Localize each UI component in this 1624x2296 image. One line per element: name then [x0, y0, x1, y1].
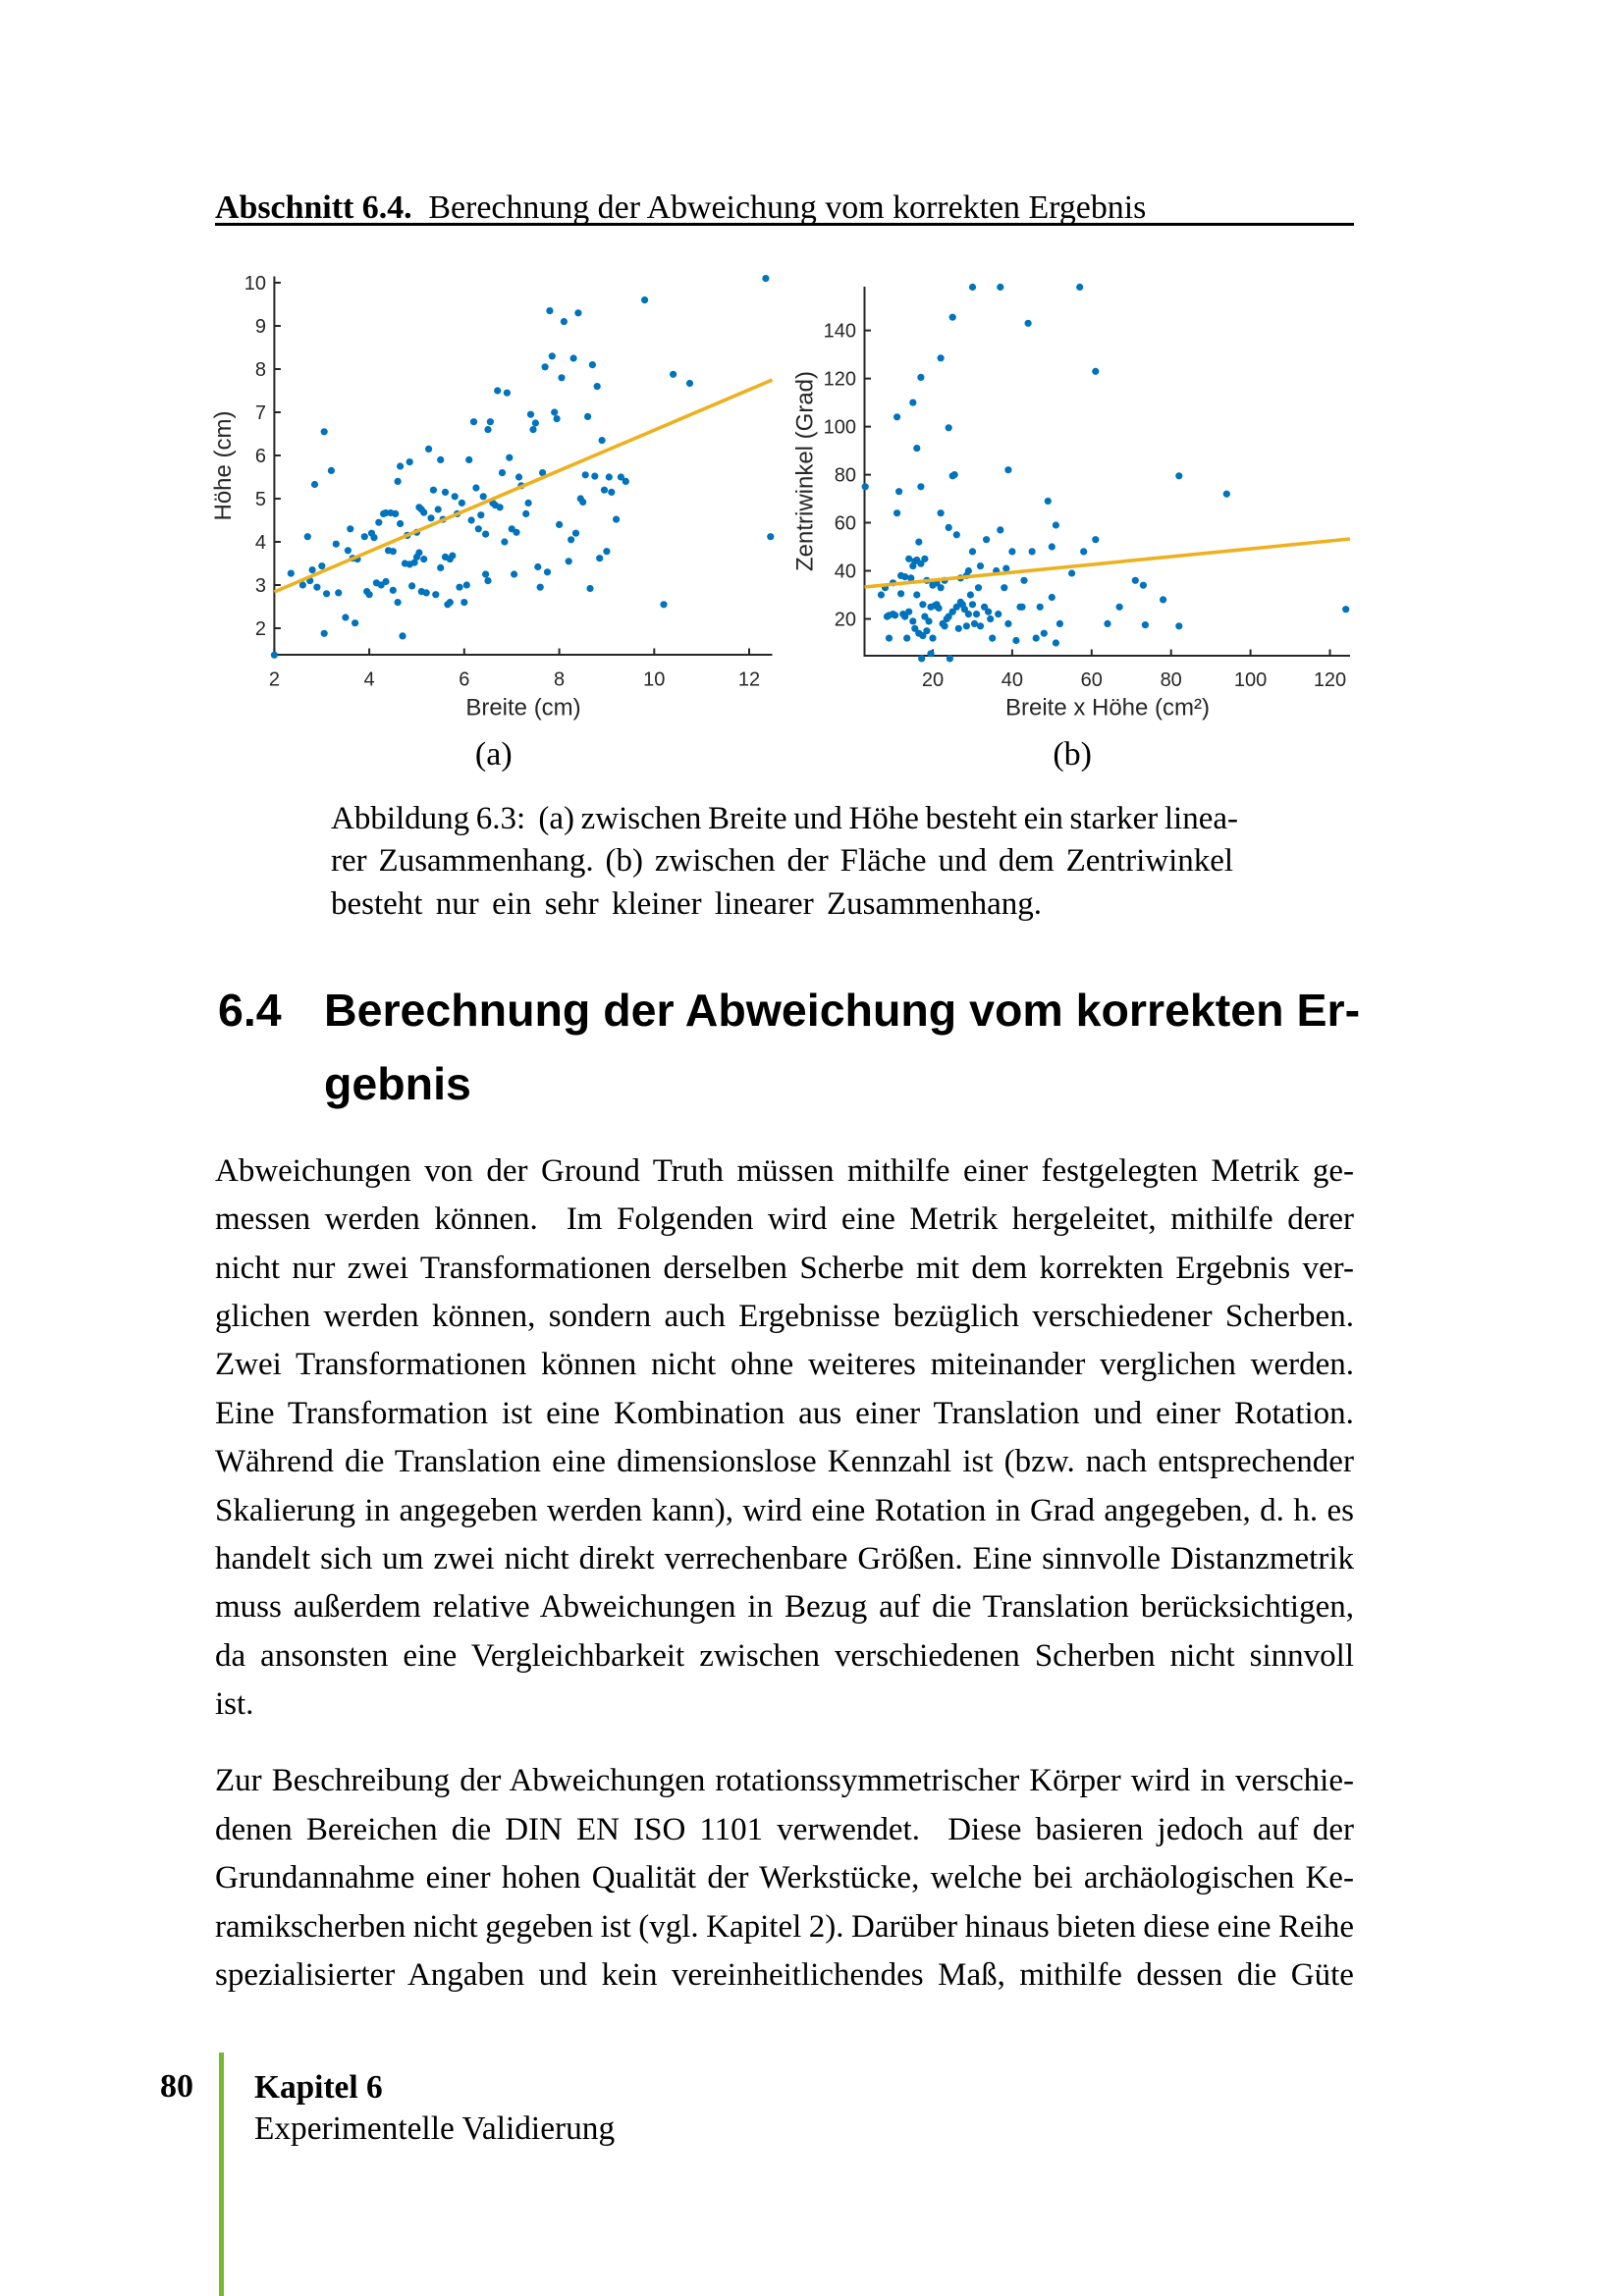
svg-text:2: 2 — [269, 669, 280, 691]
svg-text:120: 120 — [1314, 669, 1346, 691]
svg-text:9: 9 — [255, 316, 266, 338]
svg-text:10: 10 — [643, 669, 665, 691]
svg-text:5: 5 — [255, 489, 266, 510]
svg-text:6: 6 — [459, 669, 469, 691]
svg-text:100: 100 — [824, 417, 856, 439]
svg-text:2: 2 — [255, 618, 266, 640]
svg-text:4: 4 — [255, 532, 266, 554]
svg-text:120: 120 — [824, 369, 856, 391]
svg-text:8: 8 — [255, 359, 266, 381]
svg-text:40: 40 — [835, 561, 856, 583]
svg-text:60: 60 — [1081, 669, 1103, 691]
svg-text:(b): (b) — [1053, 736, 1092, 773]
svg-text:80: 80 — [1161, 669, 1182, 691]
svg-text:40: 40 — [1001, 669, 1023, 691]
svg-text:(a): (a) — [475, 736, 513, 773]
svg-text:Breite (cm): Breite (cm) — [465, 695, 580, 721]
svg-text:6: 6 — [255, 446, 266, 467]
svg-text:12: 12 — [738, 669, 760, 691]
svg-text:3: 3 — [255, 575, 266, 597]
svg-text:7: 7 — [255, 402, 266, 424]
svg-text:80: 80 — [835, 465, 856, 487]
svg-text:60: 60 — [835, 513, 856, 535]
svg-text:100: 100 — [1234, 669, 1267, 691]
svg-text:10: 10 — [244, 273, 266, 294]
svg-text:140: 140 — [824, 321, 856, 343]
svg-text:20: 20 — [835, 610, 856, 631]
svg-text:Zentriwinkel (Grad): Zentriwinkel (Grad) — [792, 371, 819, 571]
svg-text:Breite x Höhe (cm²): Breite x Höhe (cm²) — [1005, 695, 1210, 721]
svg-text:4: 4 — [364, 669, 375, 691]
svg-text:Höhe (cm): Höhe (cm) — [210, 410, 237, 520]
svg-text:20: 20 — [922, 669, 944, 691]
svg-text:8: 8 — [554, 669, 565, 691]
